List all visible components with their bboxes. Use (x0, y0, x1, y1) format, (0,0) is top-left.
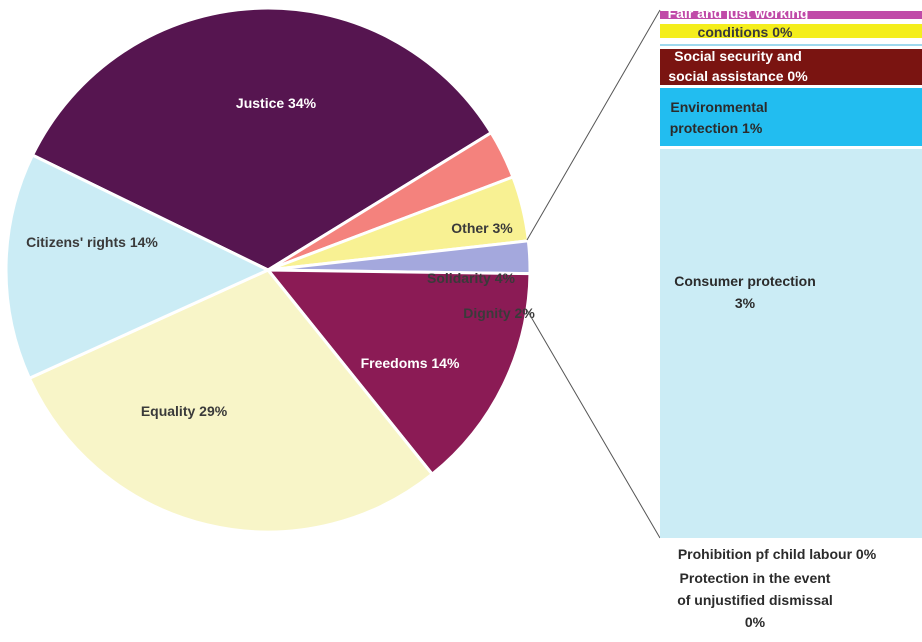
bar-segment-consumer (660, 149, 922, 538)
bar-segment-thin-band (660, 44, 922, 46)
pie-label-dignity: Dignity 2% (463, 305, 535, 321)
label-unjustified-dismissal-3: 0% (744, 614, 766, 630)
bar-segment-social-security (660, 49, 922, 85)
bar-label-fair-working: Fair and just working (668, 5, 809, 21)
label-child-labour: Prohibition pf child labour 0% (677, 546, 877, 562)
pie-label-solidarity: Solidarity 4% (427, 270, 515, 286)
bar-label-consumer-1: Consumer protection (674, 273, 816, 289)
connector-line-2 (526, 309, 661, 539)
pie-label-justice: Justice 34% (236, 95, 317, 111)
bar-label-social-security-1: Social security and (674, 48, 802, 64)
pie-label-freedoms: Freedoms 14% (361, 355, 460, 371)
connector-lines (526, 9, 661, 539)
bar-label-conditions: conditions 0% (698, 24, 793, 40)
bar-label-consumer-2: 3% (735, 295, 756, 311)
bar-segment-conditions (660, 24, 922, 38)
bar-segment-environmental (660, 88, 922, 146)
pie-slice-citizens (4, 153, 272, 381)
bar-label-environmental-2: protection 1% (670, 120, 763, 136)
pie-label-citizens: Citizens' rights 14% (26, 234, 158, 250)
pie-label-other: Other 3% (451, 220, 513, 236)
connector-line-1 (526, 9, 661, 241)
bar-segment-fair-working (660, 11, 922, 19)
label-unjustified-dismissal-2: of unjustified dismissal (677, 592, 833, 608)
pie-slice-equality (27, 268, 435, 534)
pie-chart: Justice 34% Other 3% Solidarity 4% Dignity … (4, 6, 535, 534)
bar-label-social-security-2: social assistance 0% (668, 68, 808, 84)
stacked-bar: Fair and just working conditions 0% Social… (660, 5, 922, 538)
label-unjustified-dismissal-1: Protection in the event (679, 570, 831, 586)
bar-label-environmental-1: Environmental (670, 99, 767, 115)
pie-slice-freedoms (264, 268, 532, 477)
pie-slice-justice (30, 6, 494, 272)
pie-label-equality: Equality 29% (141, 403, 228, 419)
